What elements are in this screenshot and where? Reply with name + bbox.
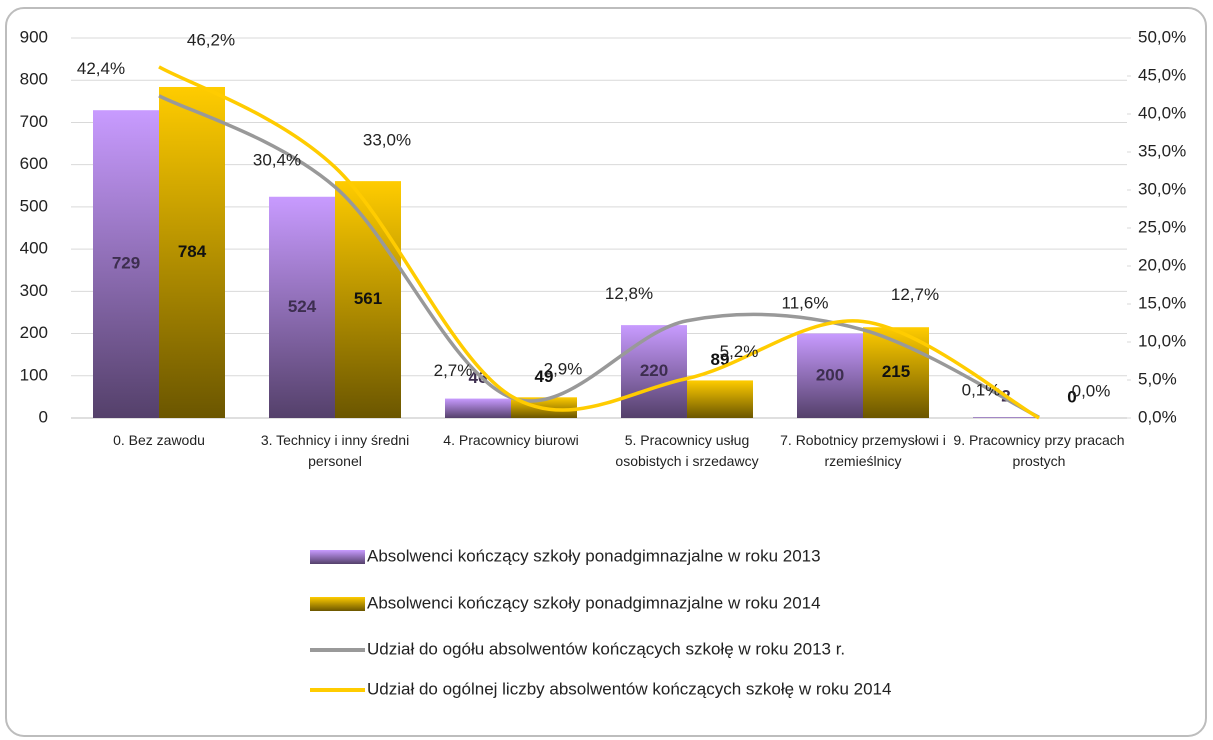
y-tick-label: 600 [20,154,48,173]
bar-value-label: 729 [112,254,140,273]
x-tick-label: 7. Robotnicy przemysłowi i rzemieślnicy [780,432,946,469]
y2-tick-label: 20,0% [1138,255,1186,274]
y2-tick-label: 5,0% [1138,369,1177,388]
bar [93,110,159,418]
line [158,94,1040,419]
legend-label: Udział do ogólnej liczby absolwentów koń… [367,679,891,698]
bar-value-label: 784 [178,242,207,261]
y2-tick-label: 30,0% [1138,179,1186,198]
bar-value-label: 89 [711,350,730,369]
line-value-label: 5,2% [720,342,759,361]
y-tick-label: 800 [20,70,48,89]
bar-value-label: 524 [288,297,317,316]
legend-label: Absolwenci kończący szkoły ponadgimnazja… [367,593,821,612]
line-value-label: 46,2% [187,30,235,49]
bar [797,333,863,418]
line-value-label: 12,7% [891,285,939,304]
y-tick-label: 700 [20,112,48,131]
y2-tick-label: 15,0% [1138,293,1186,312]
legend-swatch [310,550,365,564]
line-value-label: 42,4% [77,59,125,78]
line-value-label: 30,4% [253,150,301,169]
x-tick-label: 4. Pracownicy biurowi [443,432,579,448]
y2-tick-label: 0,0% [1138,407,1177,426]
bar [269,196,335,418]
y-tick-label: 300 [20,281,48,300]
line-value-label: 33,0% [363,131,411,150]
y-tick-label: 0 [39,407,48,426]
y2-tick-label: 10,0% [1138,331,1186,350]
y-tick-label: 200 [20,323,48,342]
line-value-label: 2,7% [434,361,473,380]
bar-value-label: 200 [816,365,844,384]
bar-value-label: 561 [354,289,382,308]
x-tick-label: 9. Pracownicy przy pracach prostych [953,432,1125,469]
y2-tick-label: 25,0% [1138,217,1186,236]
line-value-label: 0,0% [1072,381,1111,400]
y-tick-label: 900 [20,27,48,46]
y2-tick-label: 40,0% [1138,103,1186,122]
line-value-label: 12,8% [605,284,653,303]
bar-value-label: 220 [640,361,668,380]
bar [445,398,511,418]
y-tick-label: 500 [20,196,48,215]
bar-value-label: 0 [1067,387,1076,406]
bar [687,380,753,418]
y2-tick-label: 50,0% [1138,27,1186,46]
y2-tick-label: 35,0% [1138,141,1186,160]
legend-label: Absolwenci kończący szkoły ponadgimnazja… [367,546,821,565]
bar [621,325,687,418]
bar-value-label: 49 [535,367,554,386]
y-tick-label: 400 [20,239,48,258]
bar [973,417,1039,418]
chart-border [5,7,1207,737]
bar [159,86,225,418]
x-tick-label: 0. Bez zawodu [113,432,205,448]
x-tick-label: 3. Technicy i inny średni personel [260,432,410,469]
legend-label: Udział do ogółu absolwentów kończących s… [367,639,845,658]
x-tick-label: 5. Pracownicy usług osobistych i srzedaw… [615,432,759,469]
line-value-label: 2,9% [544,359,583,378]
line-value-label: 11,6% [782,293,829,312]
bar-value-label: 215 [882,362,910,381]
y-tick-label: 100 [20,365,48,384]
y2-tick-label: 45,0% [1138,65,1186,84]
line [158,65,1040,420]
legend-swatch [310,597,365,611]
